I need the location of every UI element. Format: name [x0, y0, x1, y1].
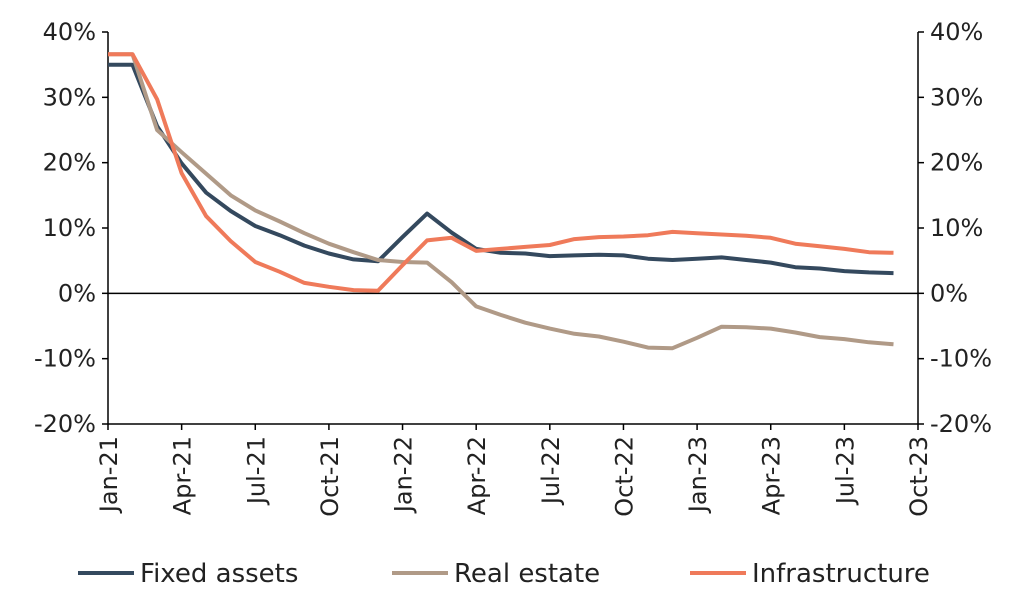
x-tick-label: Jul-23 — [831, 436, 859, 506]
y2-tick-label: 40% — [930, 18, 983, 46]
y2-tick-label: 0% — [930, 279, 968, 307]
legend: Fixed assets Real estate Infrastructure — [78, 559, 930, 589]
x-tick-label: Jul-21 — [242, 436, 270, 506]
y2-tick-label: -20% — [930, 410, 992, 438]
y-tick-label: 0% — [58, 279, 96, 307]
x-tick-label: Oct-23 — [905, 436, 933, 517]
y2-tick-label: 10% — [930, 214, 983, 242]
series-line-real-estate — [108, 52, 894, 351]
y-tick-label: 30% — [43, 83, 96, 111]
x-tick-label: Apr-23 — [758, 436, 786, 515]
x-tick-label: Jan-23 — [684, 436, 712, 514]
y2-tick-label: 30% — [930, 83, 983, 111]
y-tick-label: -20% — [34, 410, 96, 438]
series-line-fixed-assets — [108, 62, 894, 276]
y-tick-label: -10% — [34, 345, 96, 373]
y-tick-label: 40% — [43, 18, 96, 46]
x-tick-label: Apr-21 — [169, 436, 197, 515]
x-tick-label: Jan-22 — [390, 436, 418, 514]
y-tick-label: 10% — [43, 214, 96, 242]
x-tick-label: Oct-21 — [316, 436, 344, 517]
x-axis: Jan-21 Apr-21 Jul-21 Oct-21 Jan-22 Apr-22 Jul-… — [95, 424, 933, 517]
legend-label-infrastructure: Infrastructure — [752, 559, 930, 589]
series-lines — [108, 52, 894, 351]
y-axis-left: 40% 30% 20% 10% 0% -10% -20% — [34, 18, 108, 438]
y2-tick-label: -10% — [930, 345, 992, 373]
legend-label-real-estate: Real estate — [454, 559, 600, 589]
y-tick-label: 20% — [43, 149, 96, 177]
legend-label-fixed-assets: Fixed assets — [140, 559, 298, 589]
y-axis-right: 40% 30% 20% 10% 0% -10% -20% — [918, 18, 992, 438]
y2-tick-label: 20% — [930, 149, 983, 177]
series-line-infrastructure — [108, 52, 894, 293]
x-tick-label: Jan-21 — [95, 436, 123, 514]
chart-axes — [107, 32, 919, 425]
x-tick-label: Jul-22 — [537, 436, 565, 506]
x-tick-label: Oct-22 — [610, 436, 638, 517]
x-tick-label: Apr-22 — [463, 436, 491, 515]
